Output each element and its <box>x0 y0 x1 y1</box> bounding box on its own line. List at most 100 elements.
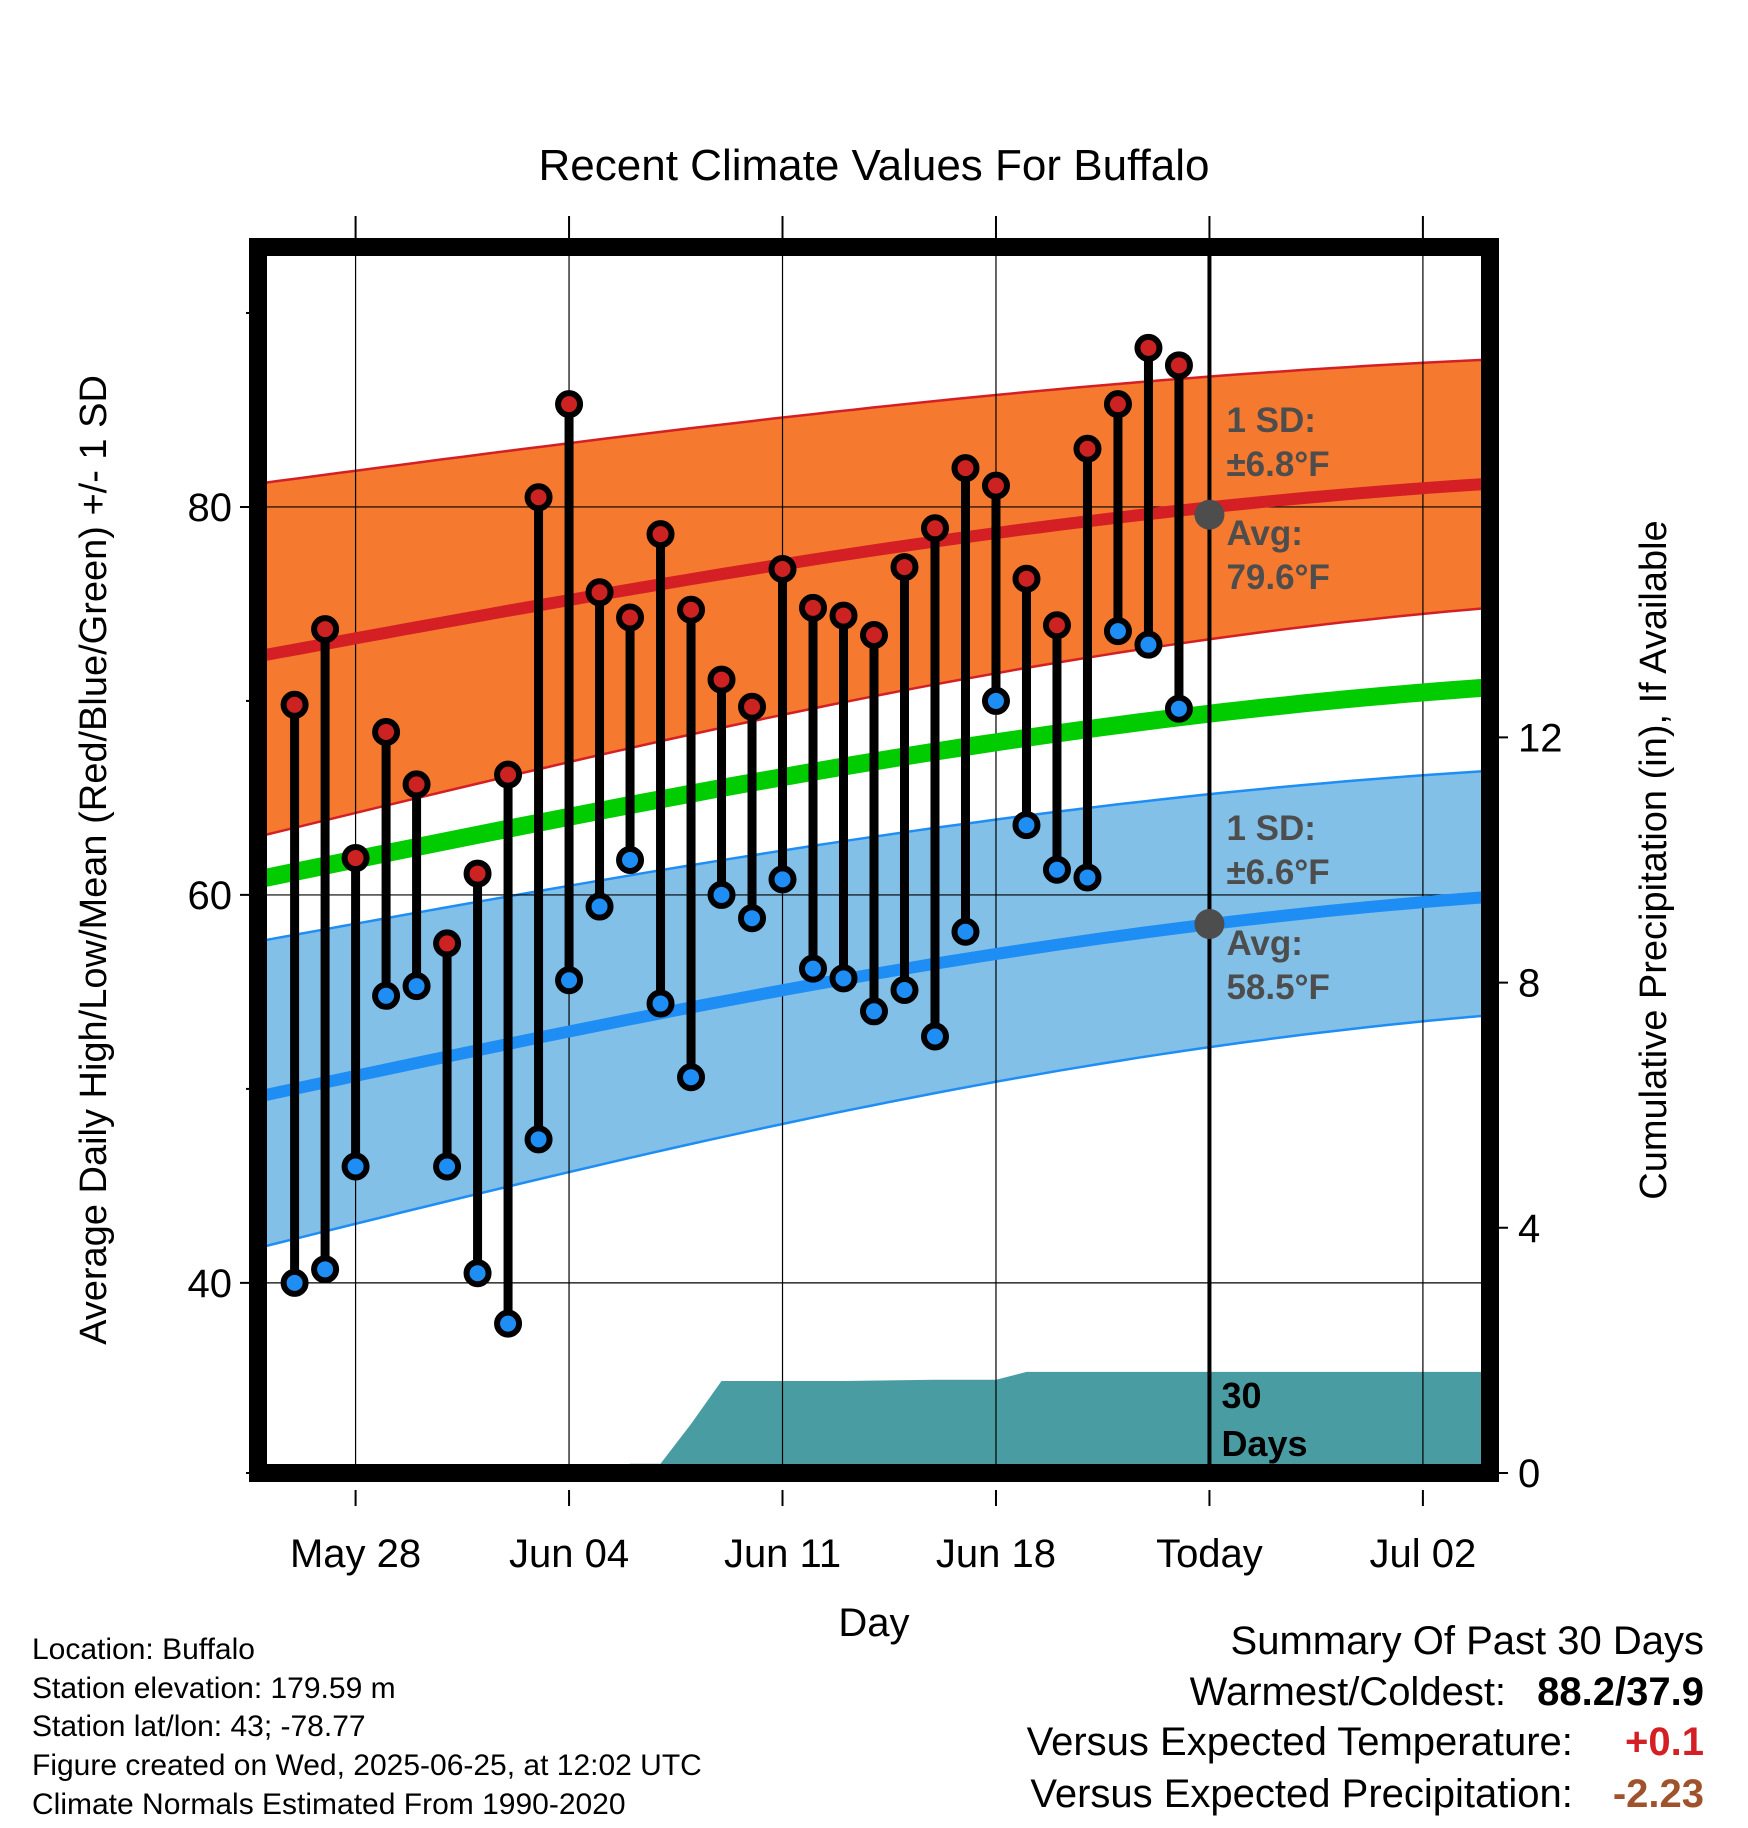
high-temp-point <box>829 601 858 630</box>
low-temp-point <box>860 997 888 1026</box>
low-temp-point <box>433 1152 462 1181</box>
warm-cold-value: 88.2/37.9 <box>1537 1670 1704 1714</box>
high-temp-point <box>402 770 431 799</box>
low-temp-point <box>585 892 614 921</box>
high-temp-point <box>1042 611 1071 640</box>
low-avg-annotation: 58.5°F <box>1226 968 1330 1007</box>
low-temp-point <box>829 964 858 993</box>
summary-warm-cold: Warmest/Coldest: 88.2/37.9 <box>1190 1670 1704 1715</box>
temp-anomaly-value: +0.1 <box>1625 1720 1704 1764</box>
low-temp-point <box>677 1063 706 1092</box>
low-temp-point <box>920 1022 949 1051</box>
high-temp-point <box>1103 390 1132 419</box>
high-sd-annotation: ±6.8°F <box>1226 445 1329 484</box>
high-temp-point <box>738 692 767 721</box>
high-avg-annotation: 79.6°F <box>1226 558 1330 597</box>
y-tick-label: 40 <box>188 1262 233 1306</box>
today-days-label: Days <box>1221 1423 1307 1464</box>
low-avg-today-marker <box>1194 909 1225 940</box>
chart-title: Recent Climate Values For Buffalo <box>539 141 1210 190</box>
high-temp-point <box>920 514 949 543</box>
x-tick-label: Jun 18 <box>936 1532 1056 1576</box>
x-tick-label: Jul 02 <box>1370 1532 1477 1576</box>
high-temp-point <box>311 615 340 644</box>
info-normals: Climate Normals Estimated From 1990-2020 <box>32 1788 626 1821</box>
low-temp-point <box>707 880 736 909</box>
low-temp-point <box>616 846 645 874</box>
high-temp-point <box>799 593 828 622</box>
low-temp-point <box>402 972 431 1001</box>
high-temp-point <box>433 929 462 958</box>
high-temp-point <box>951 454 980 483</box>
low-temp-point <box>311 1255 340 1284</box>
precip-anomaly-value: -2.23 <box>1612 1772 1704 1816</box>
high-temp-point <box>1012 564 1041 593</box>
low-temp-point <box>981 686 1010 715</box>
y2-tick-label: 12 <box>1518 716 1563 760</box>
high-temp-point <box>555 390 584 419</box>
y-axis-label: Average Daily High/Low/Mean (Red/Blue/Gr… <box>73 375 115 1345</box>
low-temp-point <box>463 1259 492 1288</box>
high-temp-point <box>1073 434 1102 463</box>
x-tick-label: Today <box>1156 1532 1263 1576</box>
summary-title: Summary Of Past 30 Days <box>1230 1619 1704 1663</box>
high-temp-point <box>677 595 706 624</box>
low-temp-point <box>524 1125 553 1154</box>
high-temp-point <box>494 760 523 789</box>
warm-cold-label: Warmest/Coldest: <box>1189 1670 1507 1714</box>
low-sd-annotation: 1 SD: <box>1226 809 1315 848</box>
high-temp-point <box>768 555 797 584</box>
low-temp-point <box>1012 811 1041 840</box>
high-temp-point <box>524 483 553 512</box>
low-avg-annotation: Avg: <box>1226 924 1302 963</box>
high-sd-annotation: 1 SD: <box>1226 401 1315 440</box>
y2-tick-label: 4 <box>1518 1207 1540 1251</box>
low-temp-point <box>951 917 980 946</box>
high-temp-point <box>707 665 736 694</box>
low-temp-point <box>738 904 767 933</box>
y2-tick-label: 0 <box>1518 1452 1540 1496</box>
low-temp-point <box>1073 863 1102 892</box>
precip-anomaly-label: Versus Expected Precipitation: <box>1030 1772 1573 1816</box>
info-elevation: Station elevation: 179.59 m <box>32 1672 396 1705</box>
y2-tick-label: 8 <box>1518 962 1540 1006</box>
low-temp-point <box>341 1152 370 1181</box>
temp-anomaly-label: Versus Expected Temperature: <box>1026 1720 1573 1764</box>
high-avg-today-marker <box>1194 499 1225 530</box>
low-temp-point <box>555 966 584 995</box>
high-temp-point <box>341 844 370 873</box>
x-axis-label: Day <box>838 1601 909 1645</box>
info-latlon: Station lat/lon: 43; -78.77 <box>32 1710 366 1743</box>
high-temp-point <box>981 471 1010 500</box>
high-temp-point <box>616 603 645 632</box>
low-temp-point <box>280 1268 309 1297</box>
high-normal-line <box>258 477 1490 663</box>
high-avg-annotation: Avg: <box>1226 514 1302 553</box>
low-temp-point <box>768 865 797 894</box>
precip-area <box>258 1371 1490 1473</box>
high-temp-point <box>372 717 401 746</box>
x-tick-label: Jun 11 <box>724 1532 841 1576</box>
summary-temp: Versus Expected Temperature: +0.1 <box>1027 1720 1704 1765</box>
y-tick-label: 60 <box>188 874 233 918</box>
low-sd-annotation: ±6.6°F <box>1226 853 1329 892</box>
high-temp-point <box>646 520 675 549</box>
high-temp-point <box>585 578 614 607</box>
summary-precip: Versus Expected Precipitation: -2.23 <box>1030 1772 1704 1817</box>
high-temp-point <box>890 553 919 582</box>
x-tick-label: May 28 <box>290 1532 421 1576</box>
low-temp-point <box>646 989 675 1018</box>
info-created: Figure created on Wed, 2025-06-25, at 12… <box>32 1749 702 1782</box>
low-temp-point <box>1103 617 1132 646</box>
y2-axis-label: Cumulative Precipitation (in), If Availa… <box>1633 520 1675 1199</box>
x-tick-label: Jun 04 <box>509 1532 629 1576</box>
high-temp-point <box>1134 333 1163 362</box>
info-location: Location: Buffalo <box>32 1633 255 1666</box>
low-temp-point <box>1042 855 1071 884</box>
low-temp-point <box>494 1309 523 1338</box>
plot-frame <box>249 238 1499 1482</box>
y-tick-label: 80 <box>188 486 233 530</box>
low-temp-point <box>799 954 828 983</box>
high-temp-point <box>463 859 492 888</box>
